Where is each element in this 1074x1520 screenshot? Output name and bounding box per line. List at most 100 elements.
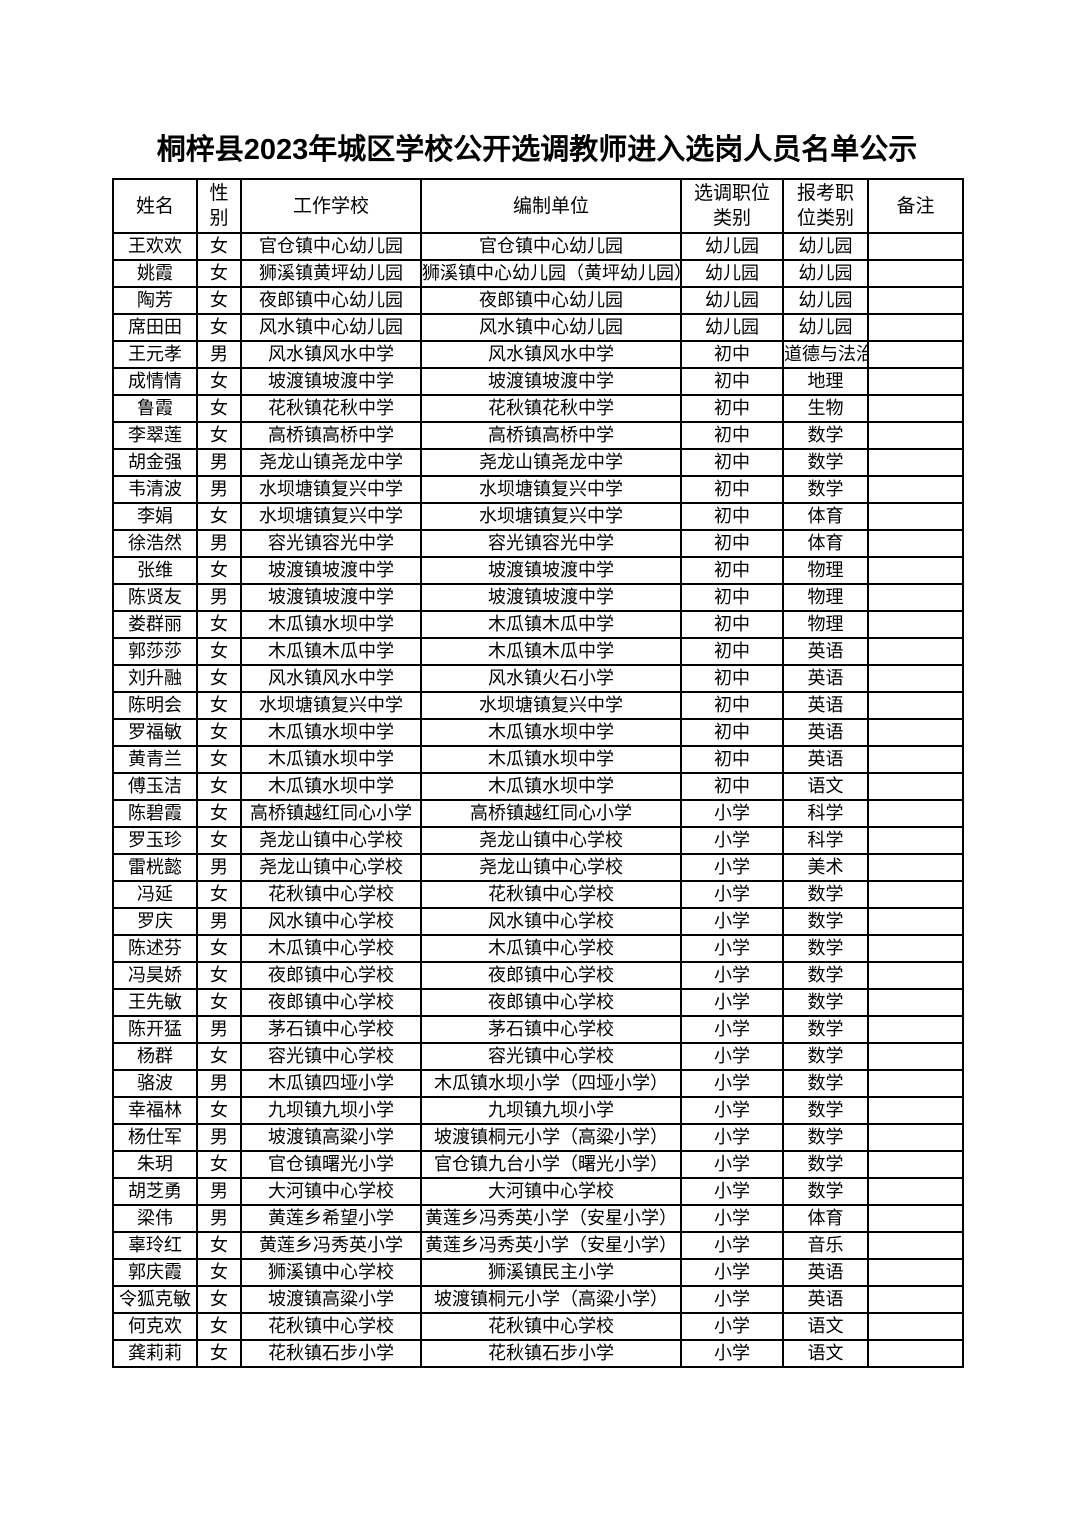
applied-position-category-cell: 数学 [782, 934, 869, 963]
selection-position-category-cell: 幼儿园 [680, 286, 784, 315]
selection-position-category-cell: 初中 [680, 664, 784, 693]
work-school-cell: 高桥镇高桥中学 [240, 421, 422, 450]
name-cell: 王元孝 [112, 340, 198, 369]
selection-position-category-cell: 初中 [680, 475, 784, 504]
header-gender: 性 别 [196, 178, 242, 234]
name-cell: 幸福林 [112, 1096, 198, 1125]
selection-position-category-cell: 初中 [680, 637, 784, 666]
selection-position-category-cell: 初中 [680, 691, 784, 720]
table-header: 姓名 性 别 工作学校 编制单位 选调职位 类别 报考职 位类别 备注 [112, 178, 964, 234]
gender-cell: 男 [196, 475, 242, 504]
work-school-cell: 木瓜镇中心学校 [240, 934, 422, 963]
remark-cell [867, 799, 964, 828]
work-school-cell: 花秋镇中心学校 [240, 1312, 422, 1341]
remark-cell [867, 988, 964, 1017]
gender-cell: 女 [196, 367, 242, 396]
establishment-unit-cell: 木瓜镇木瓜中学 [420, 637, 682, 666]
gender-cell: 女 [196, 1096, 242, 1125]
name-cell: 黄青兰 [112, 745, 198, 774]
gender-cell: 女 [196, 988, 242, 1017]
gender-cell: 女 [196, 1231, 242, 1260]
gender-cell: 女 [196, 1150, 242, 1179]
gender-cell: 女 [196, 1312, 242, 1341]
remark-cell [867, 286, 964, 315]
applied-position-category-cell: 生物 [782, 394, 869, 423]
remark-cell [867, 421, 964, 450]
remark-cell [867, 394, 964, 423]
remark-cell [867, 448, 964, 477]
applied-position-category-cell: 英语 [782, 1285, 869, 1314]
gender-cell: 女 [196, 1285, 242, 1314]
work-school-cell: 水坝塘镇复兴中学 [240, 475, 422, 504]
work-school-cell: 花秋镇石步小学 [240, 1339, 422, 1368]
name-cell: 席田田 [112, 313, 198, 342]
selection-position-category-cell: 小学 [680, 826, 784, 855]
table-row: 杨仕军男坡渡镇高粱小学 坡渡镇桐元小学（高粱小学） 小学 数学 [112, 1123, 964, 1152]
work-school-cell: 风水镇中心学校 [240, 907, 422, 936]
name-cell: 雷桄懿 [112, 853, 198, 882]
selection-position-category-cell: 初中 [680, 772, 784, 801]
name-cell: 张维 [112, 556, 198, 585]
applied-position-category-cell: 语文 [782, 1339, 869, 1368]
establishment-unit-cell: 木瓜镇中心学校 [420, 934, 682, 963]
establishment-unit-cell: 黄莲乡冯秀英小学（安星小学） [420, 1231, 682, 1260]
remark-cell [867, 1231, 964, 1260]
selection-position-category-cell: 小学 [680, 1015, 784, 1044]
gender-cell: 男 [196, 340, 242, 369]
establishment-unit-cell: 茅石镇中心学校 [420, 1015, 682, 1044]
applied-position-category-cell: 美术 [782, 853, 869, 882]
gender-cell: 女 [196, 1258, 242, 1287]
gender-cell: 女 [196, 664, 242, 693]
name-cell: 陈明会 [112, 691, 198, 720]
establishment-unit-cell: 花秋镇中心学校 [420, 1312, 682, 1341]
selection-position-category-cell: 初中 [680, 367, 784, 396]
gender-cell: 男 [196, 1069, 242, 1098]
applied-position-category-cell: 数学 [782, 1177, 869, 1206]
gender-cell: 女 [196, 232, 242, 261]
remark-cell [867, 745, 964, 774]
work-school-cell: 高桥镇越红同心小学 [240, 799, 422, 828]
selection-position-category-cell: 小学 [680, 880, 784, 909]
applied-position-category-cell: 英语 [782, 718, 869, 747]
remark-cell [867, 556, 964, 585]
remark-cell [867, 691, 964, 720]
table-row: 陈述芬女木瓜镇中心学校 木瓜镇中心学校 小学 数学 [112, 934, 964, 963]
name-cell: 鲁霞 [112, 394, 198, 423]
establishment-unit-cell: 尧龙山镇中心学校 [420, 826, 682, 855]
gender-cell: 女 [196, 313, 242, 342]
table-row: 罗福敏女木瓜镇水坝中学 木瓜镇水坝中学 初中 英语 [112, 718, 964, 747]
applied-position-category-cell: 音乐 [782, 1231, 869, 1260]
work-school-cell: 夜郎镇中心学校 [240, 988, 422, 1017]
selection-position-category-cell: 小学 [680, 1177, 784, 1206]
applied-position-category-cell: 科学 [782, 799, 869, 828]
establishment-unit-cell: 九坝镇九坝小学 [420, 1096, 682, 1125]
name-cell: 罗福敏 [112, 718, 198, 747]
table-row: 郭庆霞女狮溪镇中心学校 狮溪镇民主小学 小学 英语 [112, 1258, 964, 1287]
establishment-unit-cell: 坡渡镇坡渡中学 [420, 556, 682, 585]
header-applied-position-category: 报考职 位类别 [782, 178, 869, 234]
table-row: 黄青兰女木瓜镇水坝中学 木瓜镇水坝中学 初中 英语 [112, 745, 964, 774]
selection-position-category-cell: 小学 [680, 1042, 784, 1071]
gender-cell: 男 [196, 583, 242, 612]
name-cell: 龚莉莉 [112, 1339, 198, 1368]
applied-position-category-cell: 数学 [782, 961, 869, 990]
work-school-cell: 尧龙山镇中心学校 [240, 853, 422, 882]
selection-position-category-cell: 小学 [680, 1339, 784, 1368]
table-row: 梁伟男黄莲乡希望小学 黄莲乡冯秀英小学（安星小学） 小学 体育 [112, 1204, 964, 1233]
applied-position-category-cell: 幼儿园 [782, 259, 869, 288]
table-row: 雷桄懿男尧龙山镇中心学校 尧龙山镇中心学校 小学 美术 [112, 853, 964, 882]
establishment-unit-cell: 水坝塘镇复兴中学 [420, 502, 682, 531]
work-school-cell: 木瓜镇水坝中学 [240, 718, 422, 747]
applied-position-category-cell: 数学 [782, 1123, 869, 1152]
gender-cell: 女 [196, 961, 242, 990]
remark-cell [867, 583, 964, 612]
work-school-cell: 坡渡镇坡渡中学 [240, 367, 422, 396]
table-row: 成情情女坡渡镇坡渡中学 坡渡镇坡渡中学 初中 地理 [112, 367, 964, 396]
selection-position-category-cell: 小学 [680, 934, 784, 963]
name-cell: 姚霞 [112, 259, 198, 288]
remark-cell [867, 1042, 964, 1071]
selection-position-category-cell: 小学 [680, 853, 784, 882]
applied-position-category-cell: 数学 [782, 475, 869, 504]
work-school-cell: 容光镇容光中学 [240, 529, 422, 558]
work-school-cell: 大河镇中心学校 [240, 1177, 422, 1206]
